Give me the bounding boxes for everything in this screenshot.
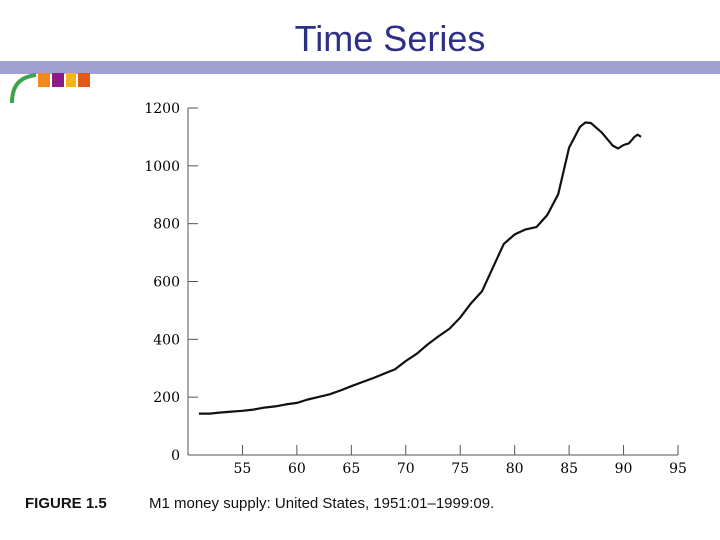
x-tick-label: 55 <box>234 461 252 477</box>
chart-axes <box>187 108 678 456</box>
y-tick-label: 1200 <box>144 101 180 117</box>
x-tick-label: 75 <box>451 461 469 477</box>
x-tick-label: 80 <box>506 461 524 477</box>
slide-title: Time Series <box>294 18 486 59</box>
m1-series-line <box>198 121 642 415</box>
x-tick-label: 85 <box>560 461 578 477</box>
y-tick-label: 800 <box>153 217 180 233</box>
y-tick-label: 400 <box>153 332 180 348</box>
figure-caption: M1 money supply: United States, 1951:01–… <box>149 495 495 512</box>
x-tick-label: 70 <box>397 461 415 477</box>
y-tick-label: 200 <box>153 390 180 406</box>
y-tick-label: 600 <box>153 275 180 291</box>
y-tick-label: 0 <box>171 448 180 464</box>
x-tick-label: 65 <box>342 461 360 477</box>
logo-decoration <box>10 73 90 104</box>
x-tick-label: 90 <box>615 461 633 477</box>
x-tick-label: 60 <box>288 461 306 477</box>
title-bar <box>0 61 720 74</box>
figure-label: FIGURE 1.5 <box>25 495 107 512</box>
x-tick-label: 95 <box>669 461 687 477</box>
y-tick-label: 1000 <box>144 159 180 175</box>
